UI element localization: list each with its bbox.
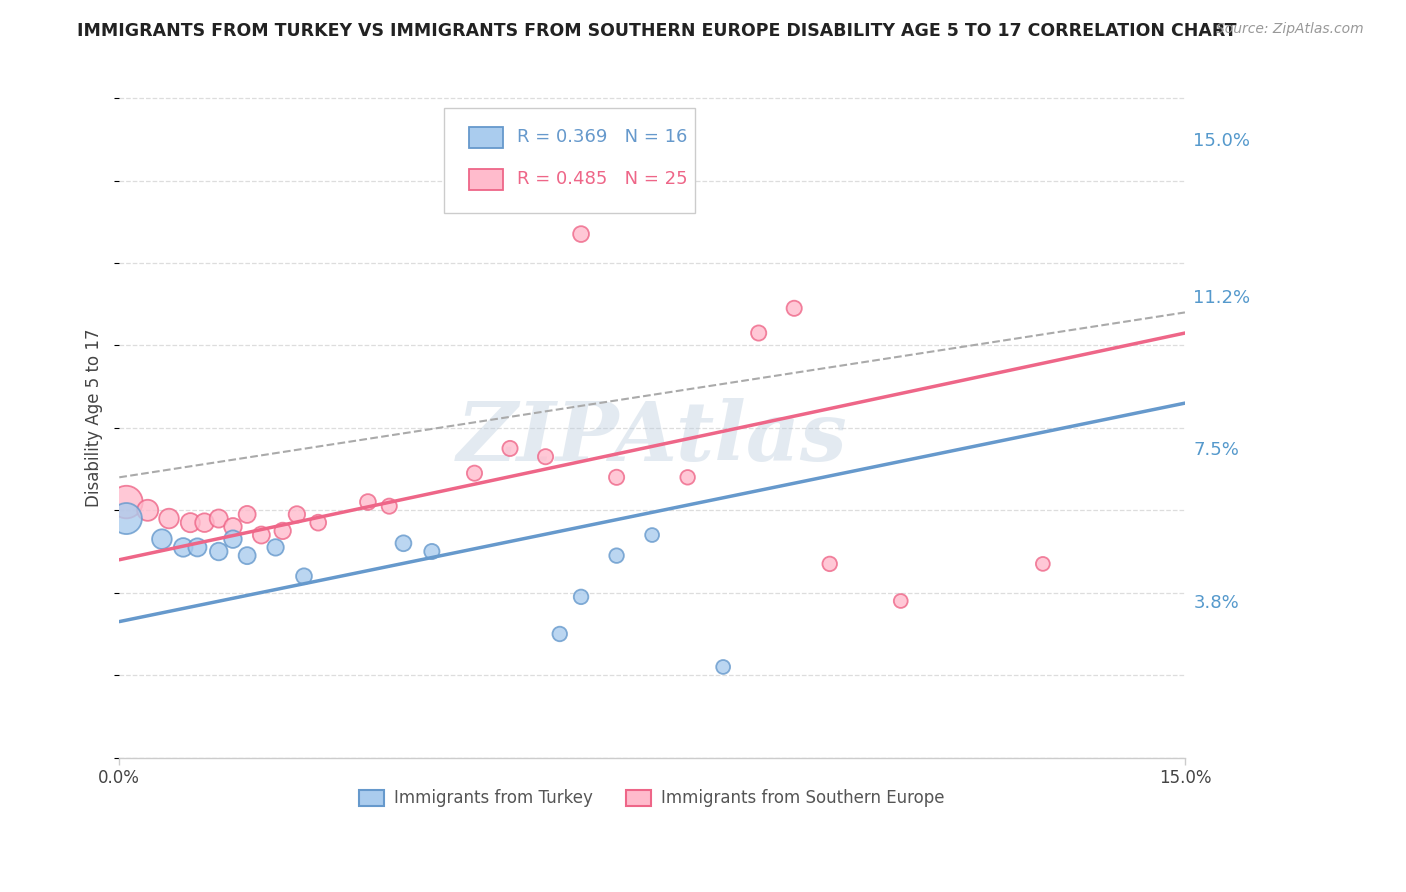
Point <box>264 541 287 555</box>
Point <box>420 544 443 558</box>
Text: R = 0.485   N = 25: R = 0.485 N = 25 <box>517 169 688 188</box>
Point <box>236 508 259 522</box>
Point <box>172 541 194 555</box>
Point <box>208 544 231 558</box>
Point <box>285 508 308 522</box>
Point <box>890 594 912 608</box>
Point <box>271 524 294 538</box>
Point <box>222 532 245 546</box>
Point <box>357 495 380 509</box>
Point <box>378 499 401 513</box>
FancyBboxPatch shape <box>468 127 503 147</box>
Point <box>499 442 522 456</box>
Legend: Immigrants from Turkey, Immigrants from Southern Europe: Immigrants from Turkey, Immigrants from … <box>353 782 952 814</box>
Point <box>157 511 180 525</box>
Point <box>606 470 628 484</box>
Y-axis label: Disability Age 5 to 17: Disability Age 5 to 17 <box>86 328 103 507</box>
Point <box>292 569 315 583</box>
Text: Source: ZipAtlas.com: Source: ZipAtlas.com <box>1216 22 1364 37</box>
Point <box>136 503 159 517</box>
Point <box>208 511 231 525</box>
Point <box>222 520 245 534</box>
Point <box>606 549 628 563</box>
Point <box>307 516 329 530</box>
Point <box>711 660 734 674</box>
Point <box>392 536 415 550</box>
Text: R = 0.369   N = 16: R = 0.369 N = 16 <box>517 128 688 145</box>
Point <box>150 532 173 546</box>
Text: ZIPAtlas: ZIPAtlas <box>457 398 848 478</box>
FancyBboxPatch shape <box>468 169 503 190</box>
Point <box>463 466 485 480</box>
Point <box>748 326 770 340</box>
Point <box>641 528 664 542</box>
Point <box>186 541 208 555</box>
Point <box>179 516 201 530</box>
Point <box>548 627 571 641</box>
Point <box>115 495 138 509</box>
Point <box>534 450 557 464</box>
Point <box>115 511 138 525</box>
FancyBboxPatch shape <box>444 108 695 213</box>
Point <box>250 528 273 542</box>
Point <box>193 516 215 530</box>
Point <box>783 301 806 316</box>
Text: IMMIGRANTS FROM TURKEY VS IMMIGRANTS FROM SOUTHERN EUROPE DISABILITY AGE 5 TO 17: IMMIGRANTS FROM TURKEY VS IMMIGRANTS FRO… <box>77 22 1237 40</box>
Point <box>569 590 592 604</box>
Point <box>676 470 699 484</box>
Point <box>236 549 259 563</box>
Point <box>569 227 592 241</box>
Point <box>818 557 841 571</box>
Point <box>1032 557 1054 571</box>
